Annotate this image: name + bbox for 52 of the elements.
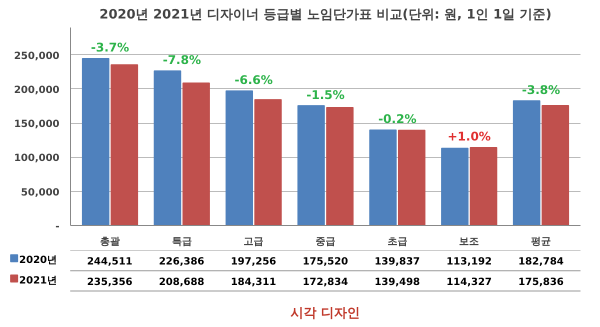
legend-label: 2021년	[19, 275, 57, 286]
bar	[226, 90, 254, 226]
data-label: 244,511	[86, 256, 133, 268]
annotation: -1.5%	[306, 88, 345, 102]
x-tick-label: 중급	[316, 236, 336, 248]
bar	[182, 82, 210, 226]
x-tick-label: 특급	[172, 236, 192, 248]
legend-label: 2020년	[19, 255, 57, 266]
bar	[369, 130, 397, 226]
data-label: 172,834	[302, 276, 348, 288]
bar	[441, 148, 469, 226]
bar	[470, 146, 498, 226]
data-label: 175,836	[518, 276, 564, 288]
x-tick-label: 평균	[530, 236, 551, 248]
chart-title: 2020년 2021년 디자이너 등급별 노임단가표 비교(단위: 원, 1인 1일 기준)	[99, 8, 552, 22]
bar	[326, 106, 354, 226]
bar	[110, 64, 138, 226]
data-label: 175,520	[302, 256, 348, 268]
bar	[154, 70, 182, 226]
bar	[512, 100, 540, 226]
y-tick-label: 200,000	[14, 84, 60, 96]
bar	[82, 58, 110, 226]
text: 시각 디자인	[290, 306, 360, 321]
y-tick-label: -	[55, 222, 60, 232]
y-tick-label: 50,000	[20, 187, 60, 198]
annotation: -6.6%	[234, 72, 273, 87]
data-label: 139,837	[374, 256, 420, 268]
x-tick-label: 초급	[387, 236, 408, 248]
data-label: 113,192	[446, 256, 492, 268]
y-tick-label: 250,000	[14, 50, 60, 62]
bar	[542, 104, 570, 226]
bar	[297, 105, 325, 226]
bar	[254, 99, 282, 226]
data-label: 114,327	[446, 276, 492, 288]
annotation: -0.2%	[378, 112, 416, 126]
annotation: -7.8%	[162, 53, 201, 68]
x-tick-label: 고급	[244, 236, 264, 248]
annotation: -3.8%	[522, 82, 560, 97]
annotation: +1.0%	[447, 130, 491, 144]
data-label: 184,311	[230, 276, 276, 288]
data-label: 182,784	[518, 256, 564, 268]
data-label: 139,498	[374, 276, 420, 288]
bar	[398, 130, 426, 226]
data-label: 208,688	[158, 276, 204, 288]
annotation: -3.7%	[90, 40, 130, 55]
data-label: 197,256	[230, 256, 276, 268]
y-tick-label: 150,000	[14, 119, 60, 130]
data-label: 226,386	[158, 256, 204, 268]
data-label: 235,356	[86, 276, 133, 288]
x-tick-label: 총괄	[100, 236, 120, 248]
y-tick-label: 100,000	[14, 153, 60, 164]
x-tick-label: 보조	[459, 236, 480, 248]
